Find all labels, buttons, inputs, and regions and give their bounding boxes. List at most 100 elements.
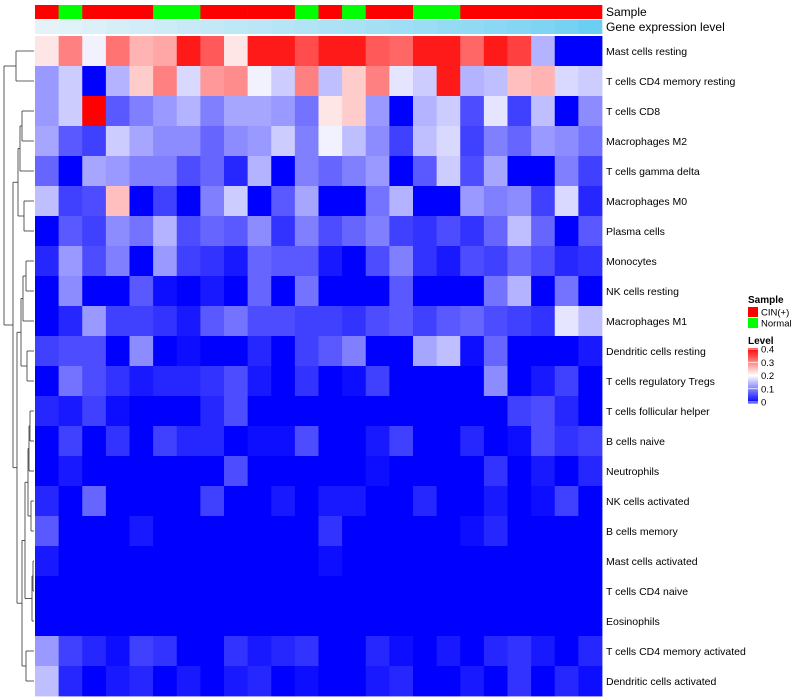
heatmap-cell xyxy=(247,546,272,577)
heatmap-cell xyxy=(554,36,579,67)
heatmap-cell xyxy=(224,216,249,247)
heatmap-cell xyxy=(578,336,603,367)
heatmap-cell xyxy=(82,186,107,217)
heatmap-cell xyxy=(436,396,461,427)
heatmap-cell xyxy=(58,426,83,457)
heatmap-cell xyxy=(342,126,367,157)
heatmap-cell xyxy=(271,516,296,547)
heatmap-cell xyxy=(271,36,296,67)
heatmap-cell xyxy=(176,636,201,667)
heatmap-cell xyxy=(58,396,83,427)
heatmap-cell xyxy=(224,576,249,607)
heatmap-cell xyxy=(153,126,178,157)
heatmap-cell xyxy=(318,246,343,277)
heatmap-cell xyxy=(554,366,579,397)
legend-level-gradient-step xyxy=(748,385,758,387)
heatmap-cell xyxy=(200,66,225,97)
gene-expression-annotation-cell xyxy=(318,20,343,34)
heatmap-cell xyxy=(35,246,60,277)
heatmap-cell xyxy=(436,636,461,667)
heatmap-cell xyxy=(483,306,508,337)
legend-level-tick-label: 0.2 xyxy=(761,371,774,382)
heatmap-cell xyxy=(105,276,130,307)
heatmap-cell xyxy=(82,636,107,667)
heatmap-cell xyxy=(578,156,603,187)
heatmap-cell xyxy=(460,576,485,607)
heatmap-cell xyxy=(507,336,532,367)
heatmap-cell xyxy=(318,606,343,637)
heatmap-cell xyxy=(460,36,485,67)
heatmap-cell xyxy=(200,156,225,187)
heatmap-cell xyxy=(342,186,367,217)
heatmap-cell xyxy=(82,486,107,517)
heatmap-cell xyxy=(342,276,367,307)
heatmap-cell xyxy=(58,126,83,157)
heatmap-cell xyxy=(105,36,130,67)
heatmap-cell xyxy=(247,486,272,517)
heatmap-cell xyxy=(483,276,508,307)
heatmap-cell xyxy=(318,576,343,607)
heatmap-cell xyxy=(365,216,390,247)
heatmap-cell xyxy=(271,186,296,217)
legend-level-gradient-step xyxy=(748,360,758,363)
heatmap-cell xyxy=(247,426,272,457)
heatmap-cell xyxy=(460,306,485,337)
heatmap-cell xyxy=(224,606,249,637)
heatmap-cell xyxy=(436,486,461,517)
heatmap-cell xyxy=(200,486,225,517)
heatmap-cell xyxy=(389,126,414,157)
legend-level-gradient-step xyxy=(748,401,758,404)
heatmap-cell xyxy=(460,636,485,667)
heatmap-cell xyxy=(413,546,438,577)
heatmap-cell xyxy=(436,186,461,217)
heatmap-cell xyxy=(247,456,272,487)
heatmap-cell xyxy=(224,276,249,307)
heatmap-cell xyxy=(224,516,249,547)
heatmap-cell xyxy=(318,216,343,247)
heatmap-cell xyxy=(554,576,579,607)
heatmap-cell xyxy=(35,546,60,577)
heatmap-cell xyxy=(176,246,201,277)
heatmap-cell xyxy=(176,546,201,577)
heatmap-cell xyxy=(436,336,461,367)
heatmap-cell xyxy=(413,636,438,667)
heatmap-cell xyxy=(35,66,60,97)
heatmap-cell xyxy=(200,186,225,217)
heatmap-cell xyxy=(35,666,60,697)
heatmap-cell xyxy=(294,246,319,277)
heatmap-cell xyxy=(578,66,603,97)
heatmap-cell xyxy=(436,126,461,157)
heatmap-cell xyxy=(200,396,225,427)
gene-expression-annotation-cell xyxy=(82,20,107,34)
row-label: T cells CD4 naive xyxy=(606,586,688,598)
heatmap-cell xyxy=(200,216,225,247)
heatmap-cell xyxy=(105,396,130,427)
legend-level-gradient-step xyxy=(748,357,758,360)
heatmap-cell xyxy=(507,426,532,457)
heatmap-cell xyxy=(82,126,107,157)
heatmap-cell xyxy=(365,456,390,487)
heatmap-cell xyxy=(318,336,343,367)
sample-annotation-cell xyxy=(413,5,437,19)
heatmap-cell xyxy=(365,606,390,637)
heatmap-cell xyxy=(389,246,414,277)
heatmap-cell xyxy=(176,156,201,187)
heatmap-cell xyxy=(82,546,107,577)
row-label: NK cells resting xyxy=(606,286,679,298)
heatmap-cell xyxy=(176,426,201,457)
heatmap-cell xyxy=(436,366,461,397)
heatmap-cell xyxy=(318,126,343,157)
legend-level-gradient-step xyxy=(748,356,758,359)
heatmap-cell xyxy=(507,456,532,487)
heatmap-cell xyxy=(389,156,414,187)
heatmap-cell xyxy=(200,666,225,697)
heatmap-cell xyxy=(224,66,249,97)
legend-level-gradient-step xyxy=(748,375,758,378)
heatmap-cell xyxy=(389,606,414,637)
heatmap-cell xyxy=(365,636,390,667)
heatmap-cell xyxy=(436,666,461,697)
heatmap-cell xyxy=(294,66,319,97)
heatmap-cell xyxy=(176,126,201,157)
heatmap-cell xyxy=(531,666,556,697)
heatmap-cell xyxy=(105,576,130,607)
